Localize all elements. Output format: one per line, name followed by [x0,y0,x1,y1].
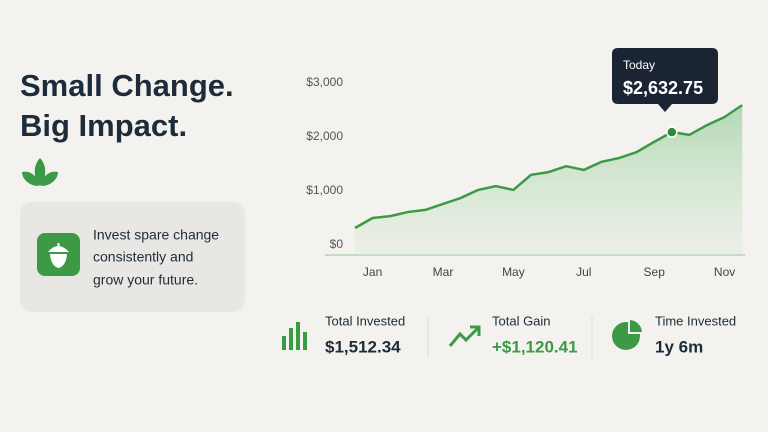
bars-icon [282,322,307,350]
stat-value: $1,512.34 [325,337,401,356]
stat-value: 1y 6m [655,337,703,356]
tooltip-value: $2,632.75 [623,78,703,98]
x-tick-label: Nov [714,265,735,279]
x-tick-label: Sep [644,265,666,279]
stat-value: +$1,120.41 [492,337,578,356]
x-tick-label: Jan [363,265,382,279]
area [355,105,743,255]
tooltip [612,48,718,112]
chart: $0 $1,000 $2,000 $3,000 Jan Mar May Jul Sep Nov To… [306,48,745,279]
pie-icon [612,317,645,350]
leaf-icon [22,158,58,186]
y-tick-label: $3,000 [306,75,343,89]
y-tick-label: $2,000 [306,129,343,143]
stat-label: Time Invested [655,313,736,328]
tooltip-label: Today [623,58,655,72]
today-marker [666,126,678,138]
y-tick-label: $0 [330,237,344,251]
card-text: grow your future. [93,272,198,288]
stat-label: Total Gain [492,313,551,328]
x-tick-label: May [502,265,525,279]
headline: Small Change. [20,68,234,103]
card-text: consistently and [93,249,193,265]
y-tick-label: $1,000 [306,183,343,197]
stat-label: Total Invested [325,313,405,328]
card [20,202,245,312]
trend-icon [448,325,481,347]
card-text: Invest spare change [93,227,219,243]
acorn [48,243,69,268]
headline: Big Impact. [20,108,187,143]
x-tick-label: Jul [576,265,591,279]
x-tick-label: Mar [433,265,454,279]
line [354,104,743,230]
